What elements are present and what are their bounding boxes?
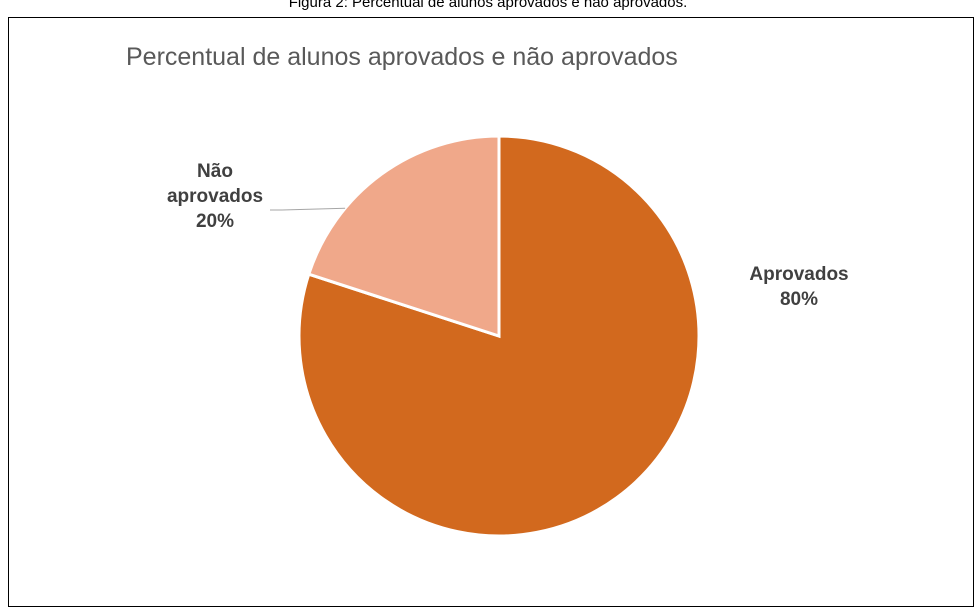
data-label-aprovados: Aprovados 80% xyxy=(724,262,874,312)
figure-caption: Figura 2: Percentual de alunos aprovados… xyxy=(288,0,688,11)
data-label-aprovados-name: Aprovados xyxy=(749,264,849,285)
pie-chart xyxy=(270,134,701,538)
data-label-nao-aprovados: Não aprovados 20% xyxy=(140,159,290,234)
chart-title: Percentual de alunos aprovados e não apr… xyxy=(126,43,678,71)
data-label-nao-aprovados-line1: Não xyxy=(197,161,233,182)
pie-slice-nao-aprovados xyxy=(306,134,501,339)
data-label-nao-aprovados-line2: aprovados xyxy=(166,186,264,207)
data-label-aprovados-value: 80% xyxy=(779,289,819,310)
data-label-nao-aprovados-value: 20% xyxy=(195,211,235,232)
leader-line-nao-aprovados xyxy=(270,207,346,211)
